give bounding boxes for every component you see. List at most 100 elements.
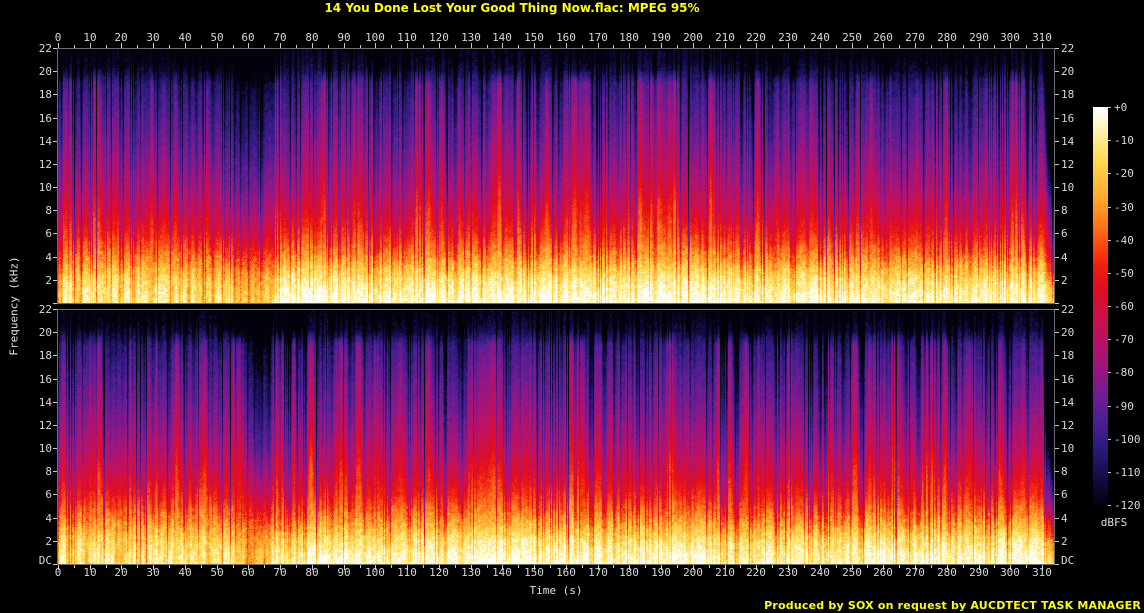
spectrogram-left-channel	[58, 49, 1054, 303]
x-axis-top-minor-tick	[836, 45, 837, 48]
x-axis-bottom-tick	[947, 565, 948, 570]
x-axis-top-tick-label: 160	[556, 31, 576, 44]
freq-tick-right	[1055, 233, 1059, 234]
x-axis-top-tick	[979, 43, 980, 48]
freq-tick-label-right: 16	[1061, 373, 1075, 386]
freq-tick-label-right: 12	[1061, 158, 1075, 171]
x-axis-top-minor-tick	[423, 45, 424, 48]
freq-tick-label-left: 16	[38, 373, 52, 386]
x-axis-top-tick	[344, 43, 345, 48]
x-axis-bottom-minor-tick	[931, 565, 932, 568]
freq-tick-right	[1055, 48, 1059, 49]
freq-tick-label-right: 8	[1061, 465, 1068, 478]
x-axis-bottom-minor-tick	[137, 565, 138, 568]
x-axis-bottom-tick	[90, 565, 91, 570]
x-axis-bottom-tick	[312, 565, 313, 570]
credit-text: Produced by SOX on request by AUCDTECT T…	[764, 599, 1141, 612]
freq-tick-right	[1055, 471, 1059, 472]
x-axis-bottom-tick-label: 230	[778, 566, 798, 579]
x-axis-top-minor-tick	[233, 45, 234, 48]
x-axis-bottom-tick	[566, 565, 567, 570]
x-axis-bottom-minor-tick	[360, 565, 361, 568]
freq-tick-label-left: 14	[38, 135, 52, 148]
x-axis-top-minor-tick	[137, 45, 138, 48]
x-axis-top-tick-label: 260	[873, 31, 893, 44]
freq-tick-left	[53, 494, 57, 495]
freq-tick-label-left: 14	[38, 396, 52, 409]
freq-tick-label-right: 10	[1061, 442, 1075, 455]
freq-tick-left	[53, 280, 57, 281]
x-axis-top-minor-tick	[455, 45, 456, 48]
x-axis-bottom-tick	[725, 565, 726, 570]
x-axis-bottom-minor-tick	[804, 565, 805, 568]
x-axis-top-minor-tick	[391, 45, 392, 48]
freq-tick-label-left: 2	[45, 535, 52, 548]
x-axis-top-minor-tick	[296, 45, 297, 48]
figure-title: 14 You Done Lost Your Good Thing Now.fla…	[324, 1, 700, 15]
x-axis-top-tick-label: 290	[969, 31, 989, 44]
x-axis-bottom-tick	[629, 565, 630, 570]
x-axis-bottom-tick	[915, 565, 916, 570]
x-axis-top-tick	[661, 43, 662, 48]
x-axis-bottom-tick	[58, 565, 59, 570]
x-axis-bottom-tick-label: 210	[715, 566, 735, 579]
x-axis-bottom-tick-label: 70	[273, 566, 287, 579]
freq-tick-label-right: 18	[1061, 349, 1075, 362]
x-axis-bottom-minor-tick	[455, 565, 456, 568]
x-axis-top-tick-label: 10	[83, 31, 97, 44]
x-axis-bottom-tick-label: 80	[305, 566, 319, 579]
colorbar-tick-label: -100	[1114, 433, 1141, 446]
x-axis-top-tick-label: 310	[1032, 31, 1052, 44]
x-axis-bottom-tick-label: 310	[1032, 566, 1052, 579]
freq-tick-left	[53, 541, 57, 542]
x-axis-bottom-minor-tick	[487, 565, 488, 568]
freq-tick-label-right: 16	[1061, 112, 1075, 125]
x-axis-title: Time (s)	[529, 584, 583, 597]
x-axis-top-tick-label: 150	[524, 31, 544, 44]
x-axis-top-minor-tick	[677, 45, 678, 48]
x-axis-top-tick-label: 220	[746, 31, 766, 44]
x-axis-bottom-tick	[598, 565, 599, 570]
x-axis-bottom-minor-tick	[423, 565, 424, 568]
x-axis-top-tick	[471, 43, 472, 48]
x-axis-bottom-tick	[280, 565, 281, 570]
freq-tick-right	[1055, 541, 1059, 542]
x-axis-bottom-tick	[153, 565, 154, 570]
x-axis-bottom-tick	[375, 565, 376, 570]
x-axis-bottom-tick-label: 100	[365, 566, 385, 579]
x-axis-bottom-minor-tick	[201, 565, 202, 568]
x-axis-bottom-minor-tick	[740, 565, 741, 568]
x-axis-bottom-tick	[407, 565, 408, 570]
freq-tick-label-right: 22	[1061, 42, 1075, 55]
freq-tick-left	[53, 303, 57, 304]
freq-tick-right	[1055, 518, 1059, 519]
freq-tick-label-left: 6	[45, 488, 52, 501]
x-axis-bottom-tick-label: 30	[146, 566, 160, 579]
x-axis-top-tick	[407, 43, 408, 48]
x-axis-bottom-tick-label: 90	[337, 566, 351, 579]
colorbar-tick	[1108, 173, 1111, 174]
x-axis-top-minor-tick	[867, 45, 868, 48]
colorbar-tick-label: -60	[1114, 300, 1134, 313]
x-axis-bottom-minor-tick	[709, 565, 710, 568]
x-axis-top-tick	[852, 43, 853, 48]
freq-tick-right	[1055, 379, 1059, 380]
x-axis-bottom-minor-tick	[391, 565, 392, 568]
x-axis-bottom-tick-label: 110	[397, 566, 417, 579]
x-axis-top-minor-tick	[169, 45, 170, 48]
x-axis-bottom-tick	[661, 565, 662, 570]
x-axis-bottom-tick	[1042, 565, 1043, 570]
x-axis-bottom-minor-tick	[328, 565, 329, 568]
x-axis-top-tick-label: 180	[619, 31, 639, 44]
colorbar-tick	[1108, 306, 1111, 307]
freq-tick-label-left: 8	[45, 465, 52, 478]
freq-tick-label-right: 14	[1061, 396, 1075, 409]
x-axis-bottom-tick-label: 290	[969, 566, 989, 579]
x-axis-bottom-tick-label: 180	[619, 566, 639, 579]
x-axis-top-tick	[788, 43, 789, 48]
colorbar-tick-label: +0	[1114, 101, 1128, 114]
x-axis-top-tick-label: 110	[397, 31, 417, 44]
x-axis-bottom-minor-tick	[994, 565, 995, 568]
x-axis-bottom-minor-tick	[582, 565, 583, 568]
x-axis-bottom-tick	[185, 565, 186, 570]
